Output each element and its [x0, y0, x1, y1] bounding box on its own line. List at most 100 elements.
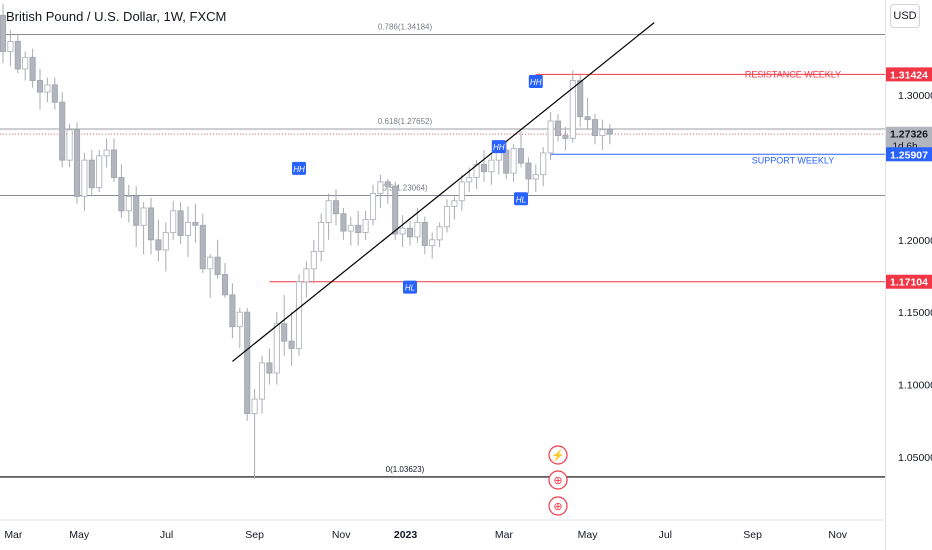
price-axis-label-box — [886, 147, 932, 162]
candle — [281, 294, 288, 356]
candle — [606, 123, 613, 145]
fib-level-label: 0(1.03623) — [386, 465, 425, 474]
price-axis-tick: 1.20000 — [898, 235, 932, 247]
swing-label-box — [491, 140, 506, 154]
candle — [110, 138, 118, 182]
candle — [244, 307, 251, 421]
candle-body — [251, 398, 258, 415]
candle-body — [133, 195, 140, 226]
candle-body — [273, 323, 280, 374]
candle — [584, 97, 591, 130]
candle — [355, 210, 362, 246]
candle-body — [177, 210, 184, 236]
candle-body — [258, 362, 266, 400]
candle-body — [125, 195, 132, 212]
candle-body — [458, 181, 465, 202]
candle — [288, 312, 295, 366]
candle-body — [288, 340, 295, 349]
flag-event-icon — [548, 496, 568, 516]
currency-button[interactable]: USD — [890, 4, 920, 28]
candle — [347, 216, 354, 246]
price-axis-label-box — [886, 67, 932, 82]
time-axis-tick: Sep — [245, 529, 264, 541]
price-axis-tick: 1.05000 — [898, 452, 932, 464]
candle — [125, 184, 132, 223]
candle-body — [184, 221, 192, 236]
candle-body — [229, 294, 236, 328]
flag-glyph: ⊕ — [553, 501, 562, 513]
candle-body — [584, 116, 591, 121]
price-axis-countdown: 1d 6h — [892, 142, 917, 153]
candle — [399, 215, 406, 248]
candle — [177, 202, 184, 245]
candle-body — [503, 149, 510, 174]
candle-body — [532, 174, 539, 180]
time-axis-tick: Jul — [160, 529, 173, 541]
candle — [88, 150, 95, 197]
candle-body — [488, 159, 495, 173]
candle — [547, 112, 554, 161]
price-axis-label: 1.31424 — [890, 69, 928, 81]
candle-body — [295, 281, 303, 349]
candle-body — [362, 219, 369, 234]
candle — [325, 193, 332, 240]
candle-body — [591, 119, 599, 136]
candle-body — [466, 177, 473, 183]
candle — [258, 355, 266, 414]
fib-level-label: 0.618(1.27652) — [378, 117, 433, 126]
candle-body — [59, 101, 66, 161]
candle — [362, 210, 369, 240]
candle — [221, 262, 229, 298]
candle — [96, 150, 103, 193]
candle — [207, 254, 214, 298]
candle-body — [88, 159, 95, 189]
candle-body — [310, 250, 317, 270]
time-axis-tick: Nov — [828, 529, 847, 541]
candle — [510, 144, 517, 182]
price-axis-tick: 1.10000 — [898, 380, 932, 392]
candle-body — [36, 80, 44, 93]
candle — [140, 202, 147, 255]
candle-body — [162, 232, 169, 251]
candle-body — [599, 129, 606, 136]
candle-body — [406, 227, 414, 238]
symbol-title: British Pound / U.S. Dollar, 1W, FXCM — [6, 9, 227, 24]
candle-body — [332, 200, 340, 215]
candle — [421, 216, 428, 255]
candle-body — [96, 155, 103, 189]
candle — [540, 147, 547, 187]
candle — [162, 222, 169, 272]
candle-body — [347, 224, 354, 232]
price-axis-label-box — [886, 274, 932, 289]
candle — [7, 29, 14, 67]
candle-body — [577, 80, 584, 118]
candle-body — [569, 80, 576, 139]
time-axis-tick: Sep — [743, 529, 762, 541]
candle-body — [562, 135, 569, 139]
candle — [480, 150, 488, 182]
candle — [295, 274, 303, 356]
candle — [318, 213, 325, 262]
candle-body — [14, 40, 21, 70]
candle — [384, 178, 391, 204]
candle — [199, 213, 206, 274]
candle-body — [0, 14, 7, 53]
price-axis-label: 1.27326 — [890, 129, 928, 141]
candle-body — [221, 274, 229, 296]
candle-body — [318, 221, 325, 252]
candle — [273, 312, 280, 385]
time-axis-tick: Mar — [495, 529, 514, 541]
swing-label-text: HL — [516, 195, 526, 204]
candle — [436, 222, 443, 248]
candle-body — [414, 221, 421, 238]
candle-body — [236, 311, 243, 328]
swing-label-text: HH — [293, 165, 305, 174]
fib-level-label: 0.786(1.34184) — [378, 22, 433, 31]
candle-body — [244, 311, 251, 415]
candle — [503, 141, 510, 179]
candle — [451, 196, 458, 220]
price-axis-tick: 1.30000 — [898, 90, 932, 102]
candle-body — [517, 148, 525, 164]
candle-body — [443, 206, 451, 228]
